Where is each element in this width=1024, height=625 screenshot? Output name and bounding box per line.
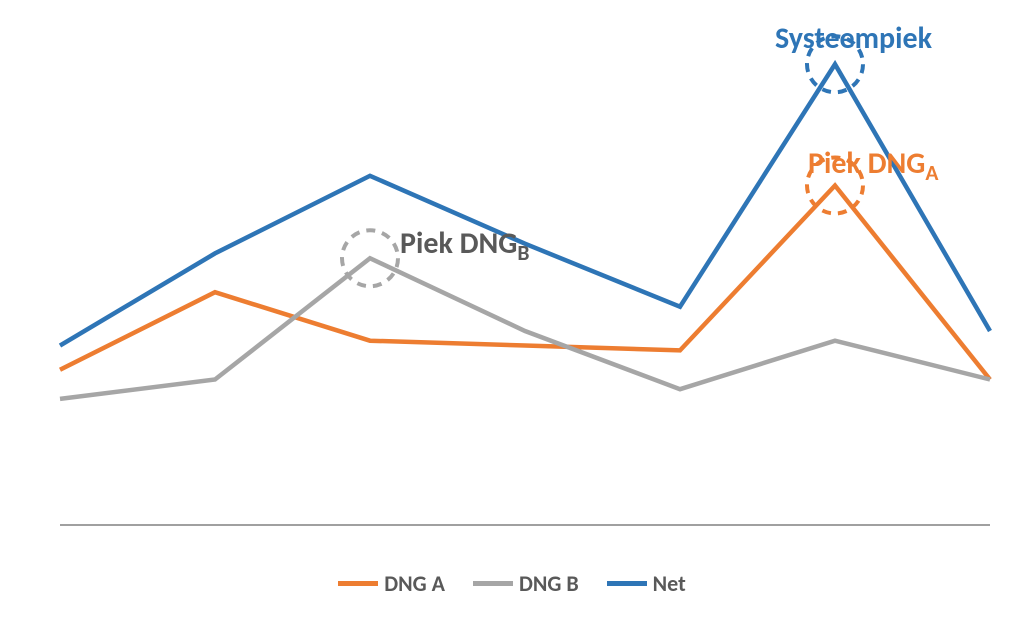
annotation-piek-dng-b: Piek DNGB — [400, 225, 530, 262]
legend-item-dng-a: DNG A — [338, 570, 445, 597]
chart-legend: DNG A DNG B Net — [0, 570, 1024, 597]
annotation-text-prefix: Piek DNG — [400, 225, 517, 262]
peak-line-chart: Systeempiek Piek DNGA Piek DNGB DNG A DN… — [0, 0, 1024, 625]
legend-label: DNG B — [519, 570, 579, 597]
legend-item-net: Net — [607, 570, 686, 597]
annotation-piek-dng-a: Piek DNGA — [808, 145, 939, 182]
legend-item-dng-b: DNG B — [473, 570, 579, 597]
chart-canvas — [0, 0, 1024, 625]
legend-swatch-dng-a — [338, 581, 378, 586]
annotation-text: Systeempiek — [775, 20, 932, 57]
legend-label: DNG A — [384, 570, 445, 597]
annotation-text-prefix: Piek DNG — [808, 145, 925, 182]
annotation-subscript: A — [925, 159, 938, 186]
annotation-systeempiek: Systeempiek — [775, 20, 932, 57]
legend-label: Net — [653, 570, 686, 597]
legend-swatch-net — [607, 581, 647, 586]
annotation-subscript: B — [517, 239, 529, 266]
legend-swatch-dng-b — [473, 581, 513, 586]
